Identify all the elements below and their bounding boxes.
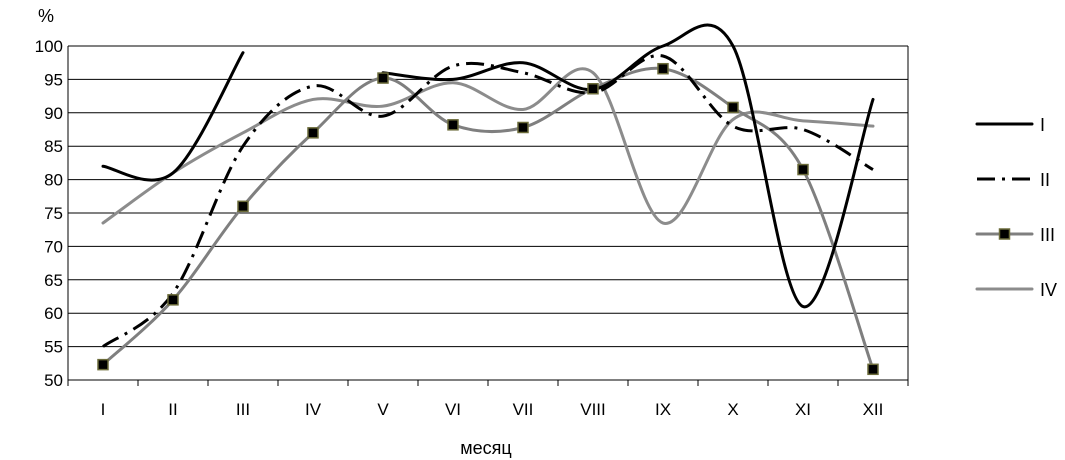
legend-label-I: I [1040, 115, 1045, 135]
series-lines [101, 23, 875, 371]
data-point-III [657, 62, 669, 75]
y-tick-label: 75 [44, 204, 63, 223]
x-tick-label: XII [863, 400, 884, 419]
series-line-I [381, 23, 875, 309]
x-tick-labels: I II III IV V VI VII VIII IX X XI XII [101, 400, 884, 419]
data-point-III [307, 127, 319, 139]
y-tick-label: 95 [44, 70, 63, 89]
y-axis-label: % [38, 6, 54, 26]
x-axis-label: месяц [460, 438, 511, 458]
x-tick-label: VII [513, 400, 534, 419]
x-tick-label: IX [655, 400, 671, 419]
data-point-III [237, 200, 249, 213]
legend-label-III: III [1040, 225, 1055, 245]
series-markers [97, 62, 879, 376]
data-point-III [867, 363, 879, 376]
x-tick-label: X [727, 400, 738, 419]
grid-lines [68, 45, 908, 348]
x-tick-label: XI [795, 400, 811, 419]
y-tick-label: 90 [44, 104, 63, 123]
y-tick-label: 85 [44, 137, 63, 156]
x-tick-label: I [101, 400, 106, 419]
data-point-III [97, 358, 109, 371]
x-tick-label: III [236, 400, 250, 419]
data-point-III [377, 72, 389, 84]
data-point-III [167, 294, 179, 306]
x-tick-label: V [377, 400, 389, 419]
y-tick-label: 60 [44, 304, 63, 323]
y-tick-label: 65 [44, 271, 63, 290]
x-tick-label: VIII [580, 400, 606, 419]
y-tick-label: 80 [44, 171, 63, 190]
y-tick-label: 70 [44, 237, 63, 256]
data-point-III [447, 119, 459, 131]
legend-marker-III [998, 228, 1011, 240]
series-line-II [102, 54, 874, 348]
y-tick-label: 50 [44, 371, 63, 390]
y-tick-labels: 50 55 60 65 70 75 80 85 90 95 100 [35, 37, 63, 390]
legend-label-IV: IV [1040, 280, 1057, 300]
data-point-III [727, 101, 739, 114]
axes [67, 46, 909, 386]
x-tick-label: II [168, 400, 177, 419]
x-tick-label: VI [445, 400, 461, 419]
series-line-I [101, 51, 245, 182]
y-tick-label: 100 [35, 37, 63, 56]
data-point-III [587, 83, 599, 95]
y-tick-label: 55 [44, 338, 63, 357]
x-tick-label: IV [305, 400, 322, 419]
data-point-III [797, 163, 809, 176]
data-point-III [517, 121, 529, 134]
legend-label-II: II [1040, 170, 1050, 190]
series-line-IV [101, 67, 875, 225]
